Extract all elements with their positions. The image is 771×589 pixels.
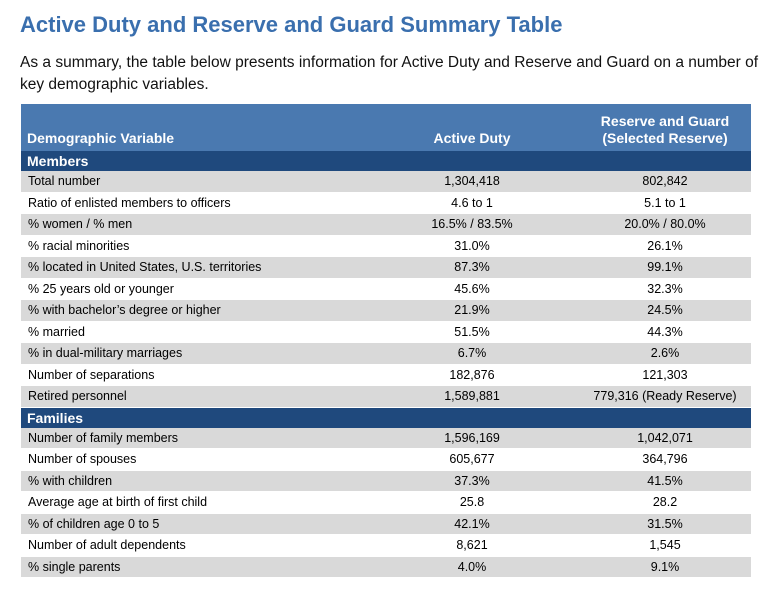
table-row: % single parents 4.0% 9.1% xyxy=(21,556,751,578)
cell-reserve-guard: 31.5% xyxy=(579,513,751,535)
header-reserve-guard: Reserve and Guard (Selected Reserve) xyxy=(579,104,751,151)
cell-active-duty: 1,596,169 xyxy=(365,427,579,449)
table-row: % racial minorities 31.0% 26.1% xyxy=(21,235,751,257)
cell-variable: Number of adult dependents xyxy=(21,534,365,557)
section-label: Families xyxy=(21,407,751,428)
table-row: Ratio of enlisted members to officers 4.6… xyxy=(21,192,751,214)
cell-active-duty: 182,876 xyxy=(365,364,579,386)
cell-active-duty: 25.8 xyxy=(365,491,579,514)
cell-variable: % of children age 0 to 5 xyxy=(21,513,365,535)
cell-active-duty: 51.5% xyxy=(365,321,579,343)
table-row: % with bachelor’s degree or higher 21.9% 2… xyxy=(21,299,751,322)
cell-variable: % single parents xyxy=(21,556,365,578)
header-demographic-variable: Demographic Variable xyxy=(21,104,365,151)
cell-reserve-guard: 1,042,071 xyxy=(579,427,751,449)
cell-variable: Average age at birth of first child xyxy=(21,491,365,514)
cell-variable: Ratio of enlisted members to officers xyxy=(21,192,365,214)
cell-variable: % with bachelor’s degree or higher xyxy=(21,299,365,322)
cell-active-duty: 605,677 xyxy=(365,448,579,471)
cell-reserve-guard: 1,545 xyxy=(579,534,751,557)
cell-variable: Retired personnel xyxy=(21,385,365,408)
cell-reserve-guard: 364,796 xyxy=(579,448,751,471)
cell-active-duty: 4.0% xyxy=(365,556,579,578)
section-row-members: Members xyxy=(21,151,751,171)
header-reserve-line1: Reserve and Guard xyxy=(600,113,730,129)
cell-active-duty: 8,621 xyxy=(365,534,579,557)
section-label: Members xyxy=(21,151,751,171)
cell-reserve-guard: 28.2 xyxy=(579,491,751,514)
header-active-duty: Active Duty xyxy=(365,104,579,151)
table-row: Retired personnel 1,589,881 779,316 (Ready… xyxy=(21,385,751,408)
cell-active-duty: 16.5% / 83.5% xyxy=(365,213,579,236)
table-row: % in dual-military marriages 6.7% 2.6% xyxy=(21,342,751,365)
table-row: Number of spouses 605,677 364,796 xyxy=(21,448,751,471)
cell-variable: % women / % men xyxy=(21,213,365,236)
table-row: % of children age 0 to 5 42.1% 31.5% xyxy=(21,513,751,535)
table-row: % married 51.5% 44.3% xyxy=(21,321,751,343)
cell-reserve-guard: 24.5% xyxy=(579,299,751,322)
cell-variable: Total number xyxy=(21,171,365,193)
cell-active-duty: 1,589,881 xyxy=(365,385,579,408)
cell-active-duty: 31.0% xyxy=(365,235,579,257)
cell-active-duty: 21.9% xyxy=(365,299,579,322)
cell-variable: % in dual-military marriages xyxy=(21,342,365,365)
cell-variable: Number of separations xyxy=(21,364,365,386)
cell-variable: % located in United States, U.S. territo… xyxy=(21,256,365,279)
cell-reserve-guard: 20.0% / 80.0% xyxy=(579,213,751,236)
intro-paragraph: As a summary, the table below presents i… xyxy=(20,54,759,93)
table-row: % 25 years old or younger 45.6% 32.3% xyxy=(21,278,751,300)
cell-reserve-guard: 5.1 to 1 xyxy=(579,192,751,214)
cell-variable: % married xyxy=(21,321,365,343)
table-row: Number of family members 1,596,169 1,042,0… xyxy=(21,427,751,449)
table-row: Number of separations 182,876 121,303 xyxy=(21,364,751,386)
cell-reserve-guard: 121,303 xyxy=(579,364,751,386)
table-header: Demographic Variable Active Duty Reserve… xyxy=(21,104,751,151)
cell-active-duty: 6.7% xyxy=(365,342,579,365)
cell-active-duty: 45.6% xyxy=(365,278,579,300)
cell-reserve-guard: 41.5% xyxy=(579,470,751,492)
page-title: Active Duty and Reserve and Guard Summar… xyxy=(20,12,563,37)
cell-variable: % racial minorities xyxy=(21,235,365,257)
cell-active-duty: 4.6 to 1 xyxy=(365,192,579,214)
cell-reserve-guard: 32.3% xyxy=(579,278,751,300)
table-row: % women / % men 16.5% / 83.5% 20.0% / 80.0… xyxy=(21,213,751,236)
cell-active-duty: 1,304,418 xyxy=(365,171,579,193)
cell-reserve-guard: 44.3% xyxy=(579,321,751,343)
table-row: Average age at birth of first child 25.8 2… xyxy=(21,491,751,514)
table-body: Members Total number 1,304,418 802,842 Ratio… xyxy=(21,151,751,578)
cell-variable: Number of family members xyxy=(21,427,365,449)
cell-reserve-guard: 26.1% xyxy=(579,235,751,257)
cell-reserve-guard: 802,842 xyxy=(579,171,751,193)
cell-active-duty: 37.3% xyxy=(365,470,579,492)
cell-reserve-guard: 99.1% xyxy=(579,256,751,279)
cell-reserve-guard: 9.1% xyxy=(579,556,751,578)
table-row: Total number 1,304,418 802,842 xyxy=(21,171,751,193)
summary-table: Demographic Variable Active Duty Reserve… xyxy=(21,104,751,578)
cell-variable: % 25 years old or younger xyxy=(21,278,365,300)
cell-reserve-guard: 2.6% xyxy=(579,342,751,365)
section-row-families: Families xyxy=(21,407,751,428)
cell-active-duty: 42.1% xyxy=(365,513,579,535)
cell-active-duty: 87.3% xyxy=(365,256,579,279)
cell-reserve-guard: 779,316 (Ready Reserve) xyxy=(579,385,751,408)
header-row: Demographic Variable Active Duty Reserve… xyxy=(21,104,751,151)
cell-variable: % with children xyxy=(21,470,365,492)
header-reserve-line2: (Selected Reserve) xyxy=(602,130,728,146)
table-row: % located in United States, U.S. territo… xyxy=(21,256,751,279)
table-row: Number of adult dependents 8,621 1,545 xyxy=(21,534,751,557)
table-row: % with children 37.3% 41.5% xyxy=(21,470,751,492)
cell-variable: Number of spouses xyxy=(21,448,365,471)
